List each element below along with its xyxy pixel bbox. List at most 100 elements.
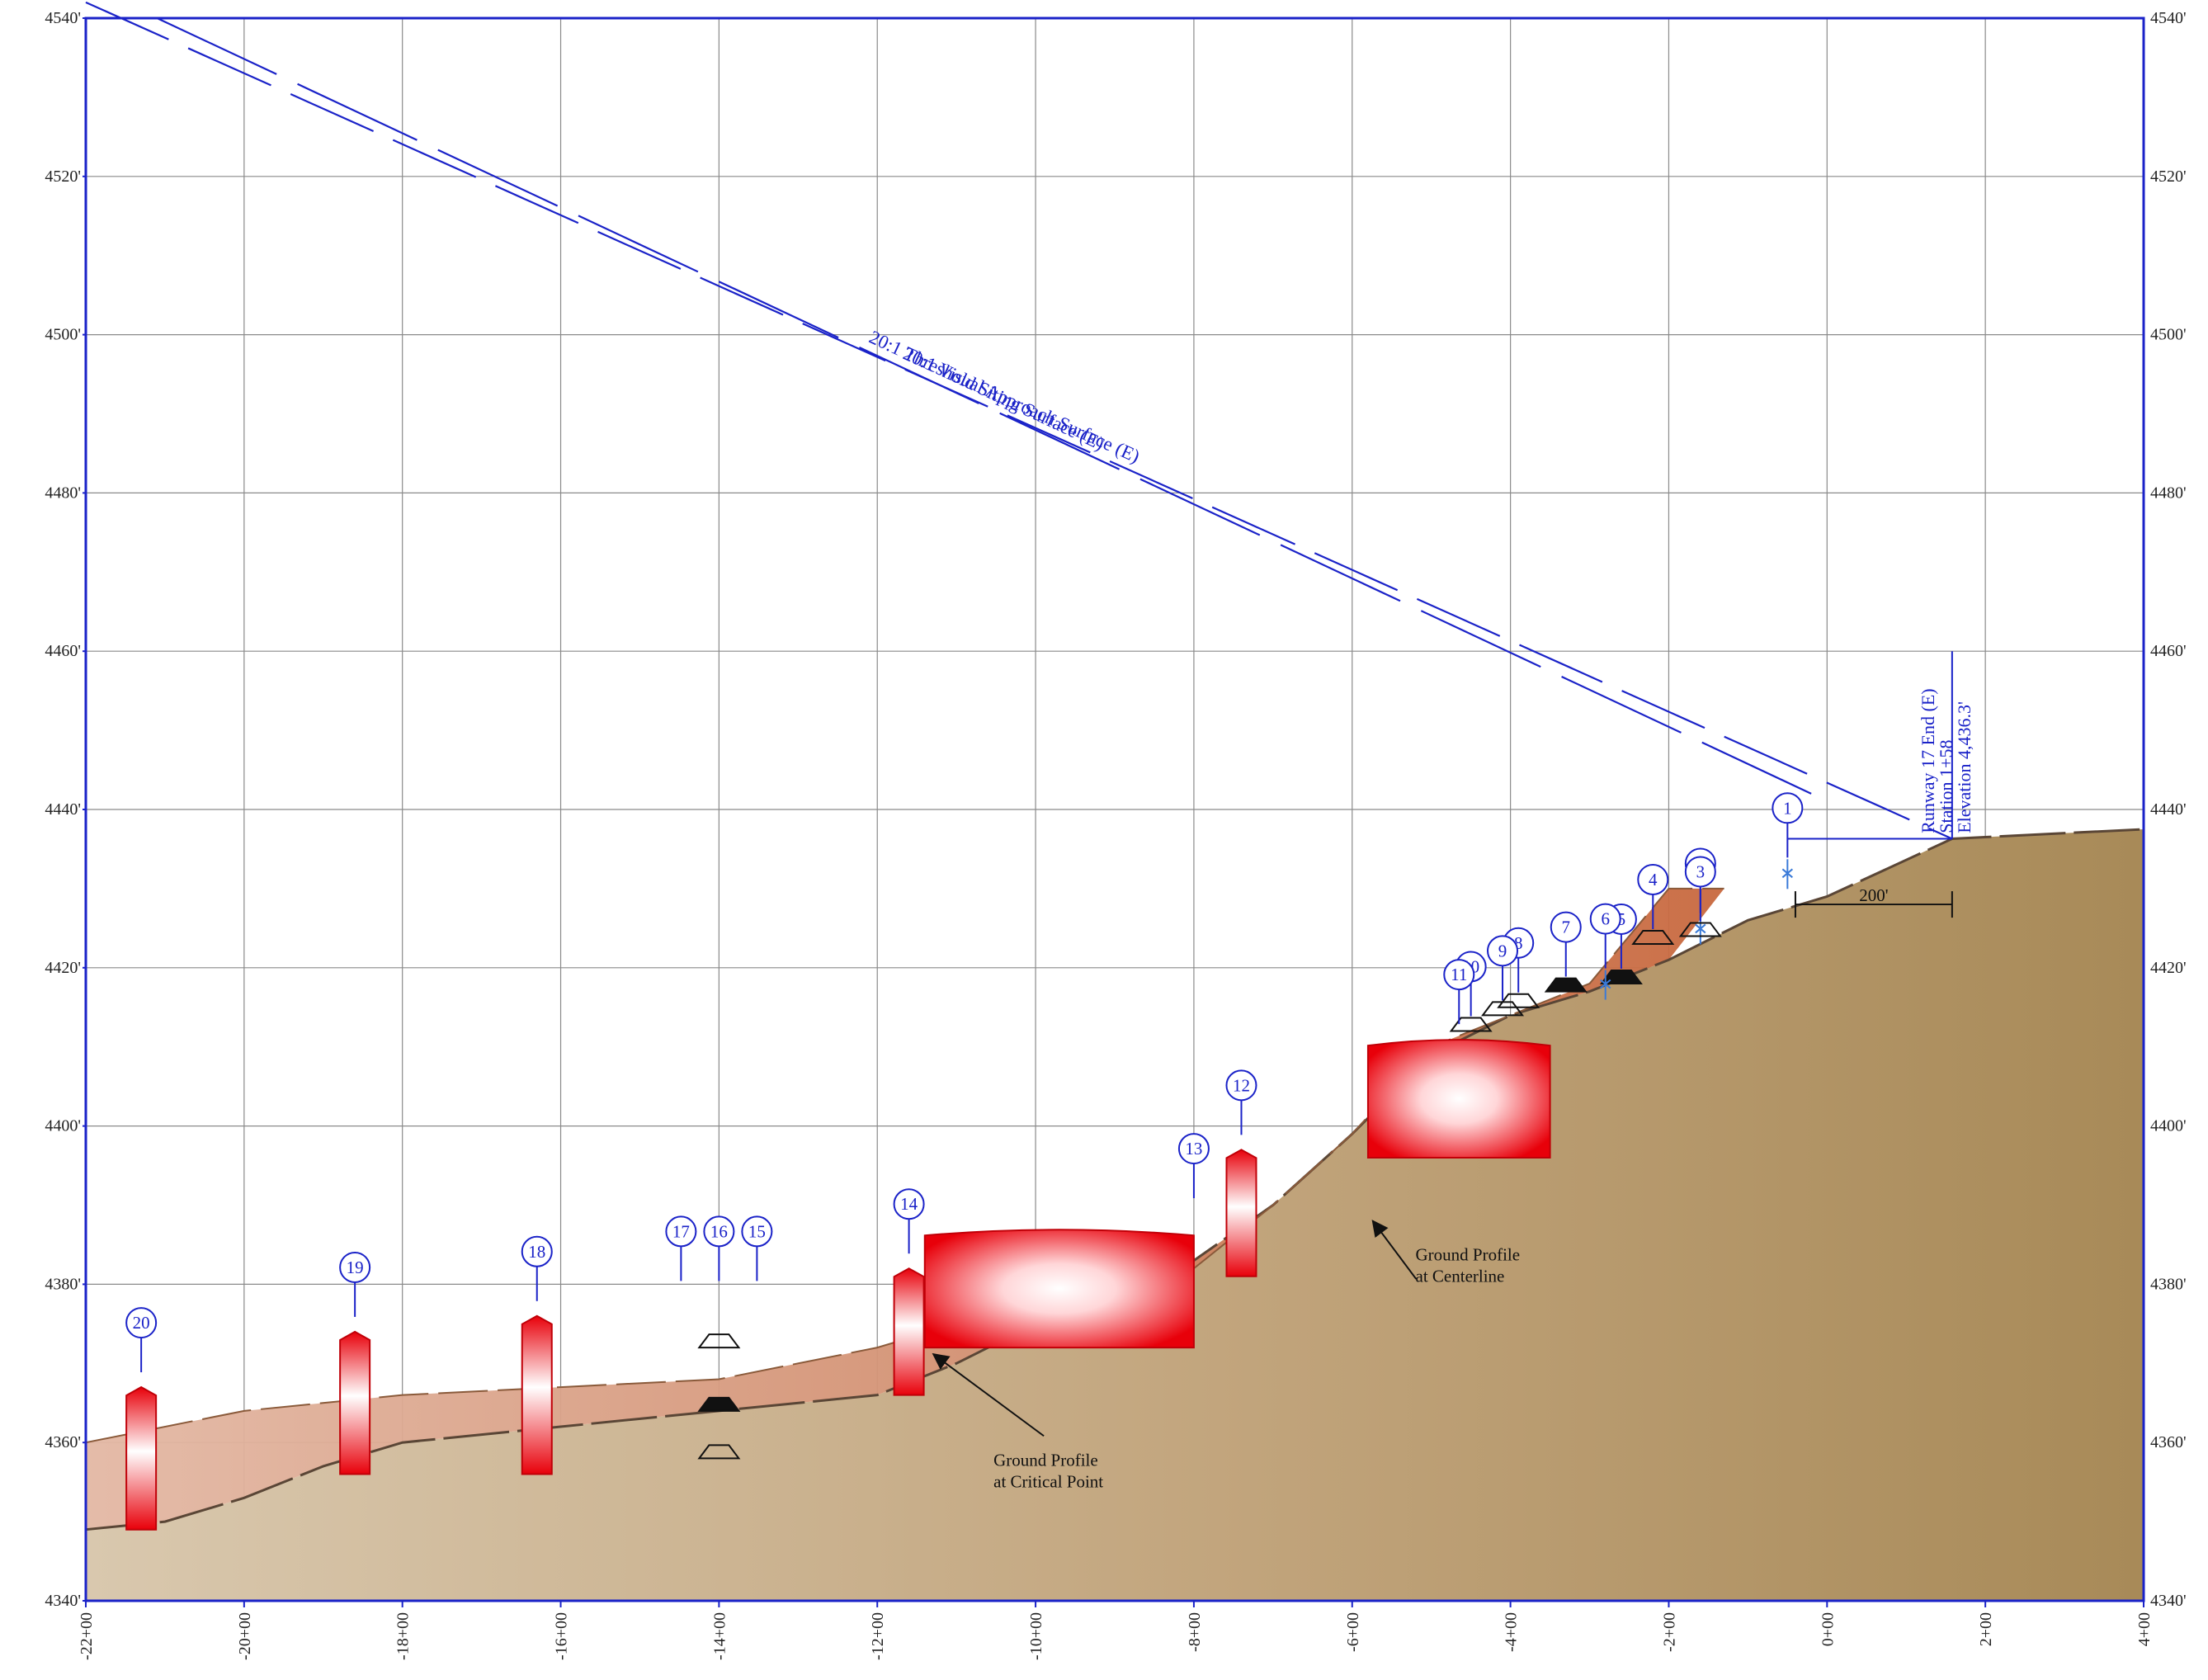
runway-end-label: Elevation 4,436.3' bbox=[1954, 701, 1974, 833]
y-tick-right: 4440' bbox=[2150, 800, 2187, 819]
callout-label-20: 20 bbox=[133, 1313, 150, 1333]
x-tick-label: -14+00 bbox=[710, 1612, 729, 1660]
y-tick-right: 4540' bbox=[2150, 9, 2187, 27]
x-tick-label: -8+00 bbox=[1186, 1612, 1204, 1652]
road-symbol-16 bbox=[697, 1396, 741, 1412]
y-tick-right: 4500' bbox=[2150, 326, 2187, 344]
callout-circle-7 bbox=[1550, 911, 1582, 943]
callout-circle-17 bbox=[665, 1215, 697, 1248]
obstruction-column-12 bbox=[1225, 1149, 1257, 1277]
y-tick-left: 4500' bbox=[45, 326, 81, 344]
callout-label-6: 6 bbox=[1601, 909, 1610, 929]
callout-circle-4 bbox=[1637, 864, 1669, 896]
road-symbol-15 bbox=[697, 1333, 741, 1349]
axes: 4340' 4340' 4360' 4360' 4380' 4380' 4400' 4400'… bbox=[45, 9, 2186, 1660]
y-tick-right: 4480' bbox=[2150, 484, 2187, 502]
callout-circle-18 bbox=[521, 1235, 553, 1267]
centerline-note-line: Ground Profile bbox=[1416, 1245, 1521, 1265]
y-tick-left: 4540' bbox=[45, 9, 81, 27]
x-tick-label: -2+00 bbox=[1660, 1612, 1678, 1652]
road-symbol-3 bbox=[1678, 922, 1722, 937]
approach-surfaces: 20:1 Threshold Siting Surface (E)20:1 Vi… bbox=[85, 1, 1953, 840]
x-tick-label: 0+00 bbox=[1819, 1612, 1837, 1646]
tree-mark-1 bbox=[1781, 868, 1793, 879]
callout-label-1: 1 bbox=[1783, 798, 1792, 818]
callout-label-9: 9 bbox=[1498, 941, 1507, 960]
callout-label-17: 17 bbox=[672, 1221, 690, 1241]
callout-circle-1 bbox=[1772, 792, 1804, 824]
callout-circle-6 bbox=[1589, 903, 1621, 935]
x-tick-label: -10+00 bbox=[1027, 1612, 1045, 1660]
obstruction-column-20 bbox=[125, 1385, 158, 1531]
callout-label-8: 8 bbox=[1514, 933, 1523, 953]
road-symbol-4 bbox=[1631, 930, 1675, 946]
road-symbol-8 bbox=[1497, 993, 1540, 1008]
y-tick-right: 4340' bbox=[2150, 1592, 2187, 1610]
y-tick-left: 4340' bbox=[45, 1592, 81, 1610]
y-tick-right: 4360' bbox=[2150, 1433, 2187, 1451]
terrain bbox=[85, 828, 2144, 1601]
y-tick-right: 4380' bbox=[2150, 1275, 2187, 1293]
callout-circle-15 bbox=[741, 1215, 773, 1248]
critical-note-line: at Critical Point bbox=[993, 1472, 1103, 1492]
callouts: 1234567891011121314151617181920 bbox=[125, 792, 1804, 1373]
obstruction-block-14 bbox=[923, 1229, 1195, 1349]
callout-label-14: 14 bbox=[900, 1194, 918, 1214]
callout-circle-19 bbox=[339, 1251, 371, 1283]
y-tick-left: 4420' bbox=[45, 959, 81, 977]
road-symbol-17 bbox=[697, 1444, 741, 1460]
annotations: Ground Profile at Critical Point Ground Pr… bbox=[932, 651, 1974, 1492]
callout-label-12: 12 bbox=[1233, 1075, 1250, 1095]
x-tick-label: -4+00 bbox=[1503, 1612, 1521, 1652]
callout-circle-11 bbox=[1443, 959, 1475, 991]
y-tick-right: 4460' bbox=[2150, 642, 2187, 660]
tree-mark-2 bbox=[1695, 923, 1706, 934]
x-tick-label: -18+00 bbox=[394, 1612, 413, 1660]
centerline-arrow bbox=[1371, 1220, 1418, 1280]
y-tick-left: 4440' bbox=[45, 800, 81, 819]
dimension-label: 200' bbox=[1859, 885, 1888, 905]
y-tick-left: 4380' bbox=[45, 1275, 81, 1293]
critical-arrow bbox=[932, 1352, 1045, 1437]
x-tick-label: -20+00 bbox=[236, 1612, 254, 1660]
critical-band-fill bbox=[86, 888, 1724, 1530]
runway-end-label: Station 1+58 bbox=[1936, 740, 1956, 833]
centerline-note-line: at Centerline bbox=[1416, 1267, 1505, 1286]
y-tick-left: 4400' bbox=[45, 1117, 81, 1135]
y-tick-left: 4480' bbox=[45, 484, 81, 502]
road-symbol-10 bbox=[1449, 1017, 1493, 1032]
y-tick-right: 4420' bbox=[2150, 959, 2187, 977]
callout-label-4: 4 bbox=[1649, 870, 1658, 890]
callout-label-15: 15 bbox=[748, 1221, 766, 1241]
x-tick-label: 4+00 bbox=[2135, 1612, 2154, 1646]
obstruction-block-11 bbox=[1366, 1039, 1551, 1159]
runway-end-label: Runway 17 End (E) bbox=[1918, 688, 1938, 833]
callout-circle-20 bbox=[125, 1307, 158, 1339]
callout-label-13: 13 bbox=[1185, 1139, 1202, 1159]
callout-circle-9 bbox=[1487, 935, 1519, 967]
y-tick-left: 4460' bbox=[45, 642, 81, 660]
obstruction-column-14 bbox=[893, 1267, 925, 1396]
callout-label-18: 18 bbox=[528, 1242, 545, 1262]
y-tick-left: 4520' bbox=[45, 168, 81, 186]
callout-label-16: 16 bbox=[710, 1221, 728, 1241]
road-symbol-9 bbox=[1481, 1001, 1525, 1017]
x-tick-label: -6+00 bbox=[1344, 1612, 1362, 1652]
callout-circle-12 bbox=[1225, 1069, 1257, 1102]
x-tick-label: -22+00 bbox=[78, 1612, 96, 1660]
surface-line-1 bbox=[156, 17, 1812, 795]
obstruction-column-18 bbox=[521, 1314, 553, 1475]
obstruction-column-19 bbox=[339, 1330, 371, 1475]
obstructions bbox=[125, 859, 1793, 1531]
x-tick-label: 2+00 bbox=[1977, 1612, 1995, 1646]
surface-line-2 bbox=[85, 1, 1953, 840]
callout-label-19: 19 bbox=[347, 1258, 364, 1277]
callout-label-5: 5 bbox=[1617, 909, 1626, 929]
y-tick-left: 4360' bbox=[45, 1433, 81, 1451]
x-tick-label: -12+00 bbox=[869, 1612, 887, 1660]
callout-label-3: 3 bbox=[1696, 861, 1706, 881]
critical-note-line: Ground Profile bbox=[993, 1451, 1098, 1470]
callout-label-7: 7 bbox=[1562, 918, 1571, 937]
callout-label-11: 11 bbox=[1451, 965, 1467, 984]
